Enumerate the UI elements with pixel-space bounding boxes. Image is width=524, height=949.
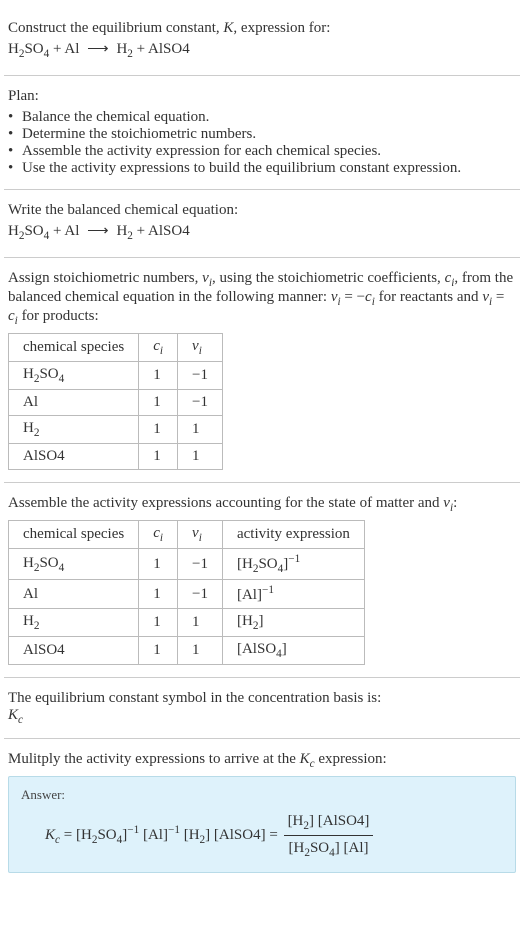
table-header-row: chemical species ci νi activity expressi… — [9, 521, 365, 549]
col-nui: νi — [178, 334, 223, 362]
stoich-table: chemical species ci νi H2SO4 1 −1 Al 1 −… — [8, 333, 223, 470]
table-row: H2SO4 1 −1 — [9, 362, 223, 390]
multiply-title: Mulitply the activity expressions to arr… — [8, 751, 516, 770]
reaction-arrow: ⟶ — [83, 41, 113, 57]
table-row: Al 1 −1 [Al]−1 — [9, 580, 365, 609]
plan-bullet: •Balance the chemical equation. — [8, 109, 516, 126]
col-ci: ci — [139, 521, 178, 549]
section-prompt: Construct the equilibrium constant, K, e… — [4, 8, 520, 76]
table-row: Al 1 −1 — [9, 390, 223, 416]
section-multiply: Mulitply the activity expressions to arr… — [4, 739, 520, 885]
kc-symbol: Kc — [8, 707, 516, 726]
col-species: chemical species — [9, 334, 139, 362]
plan-title: Plan: — [8, 88, 516, 105]
K-symbol: K — [223, 20, 233, 36]
kc-title: The equilibrium constant symbol in the c… — [8, 690, 516, 707]
activity-table: chemical species ci νi activity expressi… — [8, 520, 365, 665]
col-nui: νi — [178, 521, 223, 549]
answer-label: Answer: — [21, 787, 503, 803]
col-ci: ci — [139, 334, 178, 362]
table-row: AlSO4 1 1 — [9, 444, 223, 470]
prompt-lead: Construct the equilibrium constant, — [8, 20, 223, 36]
activity-title: Assemble the activity expressions accoun… — [8, 495, 516, 514]
col-species: chemical species — [9, 521, 139, 549]
balanced-title: Write the balanced chemical equation: — [8, 202, 516, 219]
section-activity: Assemble the activity expressions accoun… — [4, 483, 520, 678]
answer-box: Answer: Kc = [H2SO4]−1 [Al]−1 [H2] [AlSO… — [8, 776, 516, 873]
table-row: H2 1 1 [H2] — [9, 609, 365, 637]
plan-bullet: •Determine the stoichiometric numbers. — [8, 126, 516, 143]
table-header-row: chemical species ci νi — [9, 334, 223, 362]
table-row: H2 1 1 — [9, 416, 223, 444]
section-balanced: Write the balanced chemical equation: H2… — [4, 190, 520, 258]
col-activity: activity expression — [222, 521, 364, 549]
section-plan: Plan: •Balance the chemical equation. •D… — [4, 76, 520, 190]
section-kc-symbol: The equilibrium constant symbol in the c… — [4, 678, 520, 739]
plan-bullet: •Use the activity expressions to build t… — [8, 160, 516, 177]
section-stoich: Assign stoichiometric numbers, νi, using… — [4, 258, 520, 483]
prompt-text: Construct the equilibrium constant, K, e… — [8, 20, 516, 37]
table-row: H2SO4 1 −1 [H2SO4]−1 — [9, 549, 365, 580]
balanced-equation: H2SO4 + Al ⟶ H2 + AlSO4 — [8, 219, 516, 245]
answer-fraction: [H2] [AlSO4] [H2SO4] [Al] — [284, 809, 374, 862]
prompt-lead2: , expression for: — [233, 20, 330, 36]
plan-bullet: •Assemble the activity expression for ea… — [8, 143, 516, 160]
answer-expression: Kc = [H2SO4]−1 [Al]−1 [H2] [AlSO4] = [H2… — [21, 809, 503, 862]
unbalanced-equation: H2SO4 + Al ⟶ H2 + AlSO4 — [8, 37, 516, 63]
table-row: AlSO4 1 1 [AlSO4] — [9, 637, 365, 665]
stoich-text: Assign stoichiometric numbers, νi, using… — [8, 270, 516, 327]
reaction-arrow: ⟶ — [83, 223, 113, 239]
